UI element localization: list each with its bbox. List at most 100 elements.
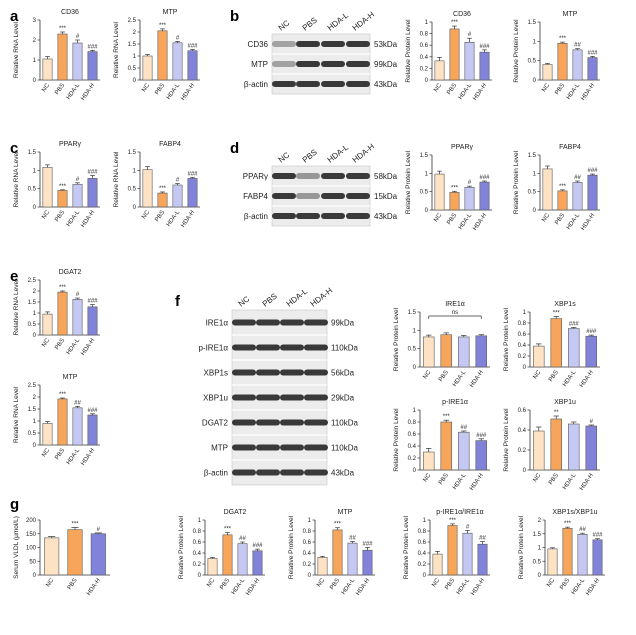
bar xyxy=(458,336,470,368)
bar xyxy=(42,58,53,81)
bar xyxy=(57,190,68,208)
significance-mark: *** xyxy=(451,185,459,191)
blot-b: NC PBS HDA-L HDA-H CD36 53kDa MTP 99kDa β-actin 4… xyxy=(244,10,398,95)
x-tick-label: NC xyxy=(41,447,51,458)
y-tick-label: 0.2 xyxy=(408,456,417,462)
bar xyxy=(432,553,443,576)
bar xyxy=(462,532,473,576)
bar xyxy=(44,537,60,576)
bar xyxy=(222,534,233,576)
blot-band xyxy=(280,444,304,451)
chart-3: MTP Relative Protein Level 0 0.5 1 1.5 NC *** PB… xyxy=(513,11,600,102)
significance-mark: *** xyxy=(564,521,572,527)
significance-mark: *** xyxy=(451,20,459,26)
significance-mark: # xyxy=(468,180,472,186)
chart-title: MTP xyxy=(163,9,178,16)
x-tick-label: HDA-L xyxy=(566,212,582,231)
x-tick-label: HDA-L xyxy=(452,472,468,491)
blot-band xyxy=(280,319,304,326)
x-tick-label: NC xyxy=(316,577,326,588)
y-tick-label: 0.4 xyxy=(193,551,202,557)
y-tick-label: 1 xyxy=(413,408,417,414)
bar xyxy=(434,60,445,81)
chart-10: IRE1α Relative Protein Level 0 0.5 1 1.5 NC PBS… xyxy=(393,301,490,389)
x-tick-label: HDA-L xyxy=(452,369,468,388)
y-tick-label: 1.5 xyxy=(28,150,37,156)
y-tick-label: 0.8 xyxy=(303,529,312,535)
x-tick-label: NC xyxy=(422,369,432,380)
y-tick-label: 0 xyxy=(413,365,417,371)
chart-6: PPARγ Relative Protein Level 0 0.5 1 1.5 NC ***… xyxy=(405,144,492,232)
bar xyxy=(577,533,588,576)
blot-row-label: MTP xyxy=(211,444,228,453)
x-tick-label: HDA-H xyxy=(80,448,96,467)
blot-band xyxy=(256,444,280,451)
panel-label-d: d xyxy=(230,140,240,157)
bar xyxy=(72,42,83,81)
bar xyxy=(440,334,452,368)
y-tick-label: 1.5 xyxy=(28,407,37,413)
bar xyxy=(449,28,460,81)
x-tick-label: HDA-L xyxy=(66,447,82,466)
bar xyxy=(207,558,218,576)
x-tick-label: NC xyxy=(141,82,151,93)
y-axis-label: Relative RNA Level xyxy=(113,21,120,78)
y-tick-label: 200 xyxy=(26,518,37,524)
bar xyxy=(423,451,435,471)
blot-band xyxy=(232,394,256,401)
blot-band xyxy=(272,81,296,87)
blot-band xyxy=(272,61,296,67)
y-axis-label: Relative RNA Level xyxy=(13,21,20,78)
chart-12: p-IRE1α Relative Protein Level 0 0.2 0.4 0.6 0… xyxy=(393,399,490,492)
y-tick-label: 1.5 xyxy=(28,300,37,306)
blot-band xyxy=(304,444,328,451)
significance-mark: *** xyxy=(449,518,457,524)
y-tick-label: 100 xyxy=(26,546,37,552)
x-tick-label: HDA-L xyxy=(66,209,82,228)
y-tick-label: 3 xyxy=(33,18,37,24)
x-tick-label: HDA-H xyxy=(472,213,488,232)
blot-kda-label: 110kDa xyxy=(331,344,359,353)
bar xyxy=(550,318,562,368)
bar xyxy=(568,328,580,368)
bar xyxy=(87,306,98,336)
significance-mark: *** xyxy=(59,184,67,190)
bar xyxy=(585,335,597,368)
chart-title: FABP4 xyxy=(159,141,181,148)
x-tick-label: PBS xyxy=(54,448,66,461)
significance-mark: ### xyxy=(187,44,198,50)
y-tick-label: 1.5 xyxy=(528,153,537,159)
x-tick-label: NC xyxy=(206,577,216,588)
blot-row-label: MTP xyxy=(251,60,268,69)
chart-17: p-IRE1α/IRE1α Relative Protein Level 0 0.2 0… xyxy=(403,509,490,597)
significance-mark: # xyxy=(468,32,472,38)
y-tick-label: 1 xyxy=(33,311,37,317)
bar xyxy=(557,42,568,81)
y-tick-label: 0 xyxy=(523,365,527,371)
y-axis-label: Relative Protein Level xyxy=(518,515,525,579)
bar xyxy=(42,313,53,336)
chart-2: CD36 Relative Protein Level 0 0.2 0.4 0.6 0.8 1… xyxy=(405,11,492,102)
chart-4: PPARγ Relative RNA Level 0 0.5 1 1.5 NC *** PBS #… xyxy=(13,141,100,229)
y-tick-label: 2 xyxy=(33,38,37,44)
blot-lane-label: PBS xyxy=(301,148,319,165)
blot-band xyxy=(232,319,256,326)
y-axis-label: Relative Protein Level xyxy=(513,19,520,83)
y-tick-label: 1 xyxy=(33,168,37,174)
significance-mark: ### xyxy=(87,169,98,175)
x-tick-label: PBS xyxy=(154,210,166,223)
y-tick-label: 0 xyxy=(133,205,137,211)
bar xyxy=(347,542,358,576)
chart-title: FABP4 xyxy=(559,144,581,151)
y-tick-label: 1 xyxy=(533,171,537,177)
y-tick-label: 0.4 xyxy=(420,55,429,61)
x-tick-label: HDA-H xyxy=(470,578,486,597)
y-axis-label: Relative Protein Level xyxy=(513,150,520,214)
blot-kda-label: 99kDa xyxy=(331,319,355,328)
y-axis-label: Relative Protein Level xyxy=(403,515,410,579)
significance-mark: ### xyxy=(87,299,98,305)
y-tick-label: 1 xyxy=(133,54,137,60)
bar xyxy=(542,168,553,211)
significance-mark: ** xyxy=(554,410,559,416)
